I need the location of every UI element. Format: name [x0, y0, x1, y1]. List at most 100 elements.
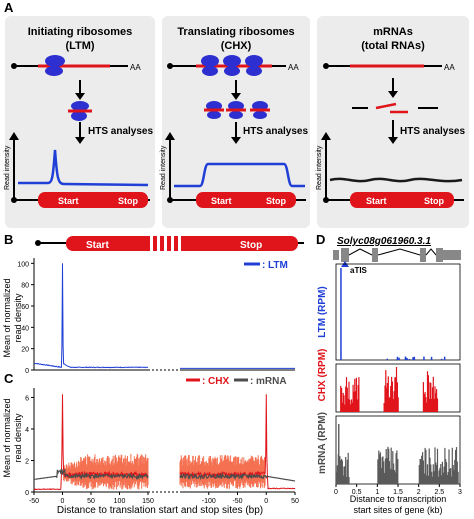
chart-d-chx-bar — [352, 384, 354, 412]
chart-d-chx-bar — [387, 376, 389, 412]
chart-d-chx-bar — [424, 392, 426, 412]
chart-d-mrna-bar — [378, 450, 380, 484]
chart-d-chx-bar — [433, 398, 435, 412]
chart-d-ltm-bar — [413, 356, 416, 360]
chart-d-chx-bar — [357, 385, 359, 412]
chart-d-mrna-bar — [393, 463, 395, 484]
chx-ribosome-1 — [201, 55, 219, 67]
panel-d-gene-name: Solyc08g061960.3.1 — [337, 236, 431, 247]
chart-d-ltm-bar — [440, 358, 443, 360]
chart-d-xtick-label: 3 — [458, 489, 462, 496]
chart-d-mrna-bar — [436, 448, 439, 484]
chart-d-chx-bar — [353, 391, 355, 412]
chart-d-chx-bar — [349, 399, 351, 412]
panel-a-column-ltm: Initiating ribosomes (LTM) AA HTS analys… — [4, 16, 155, 228]
chart-d-chx-bar — [355, 377, 357, 412]
chart-d-mrna-bar — [455, 450, 457, 484]
gene-gap-1 — [150, 236, 153, 251]
mrna-y-axis-label: Read intensity — [316, 145, 323, 190]
chart-d-mrna-bar — [395, 453, 397, 484]
gene-model-exon-4 — [420, 248, 426, 262]
gene-gap-5 — [178, 236, 181, 251]
ltm-poly-a: AA — [130, 63, 141, 72]
mrna-cap — [323, 63, 329, 69]
ltm-stop-label: Stop — [118, 196, 138, 206]
chart-d-xtick-label: 0 — [334, 489, 338, 496]
chart-d-ltm-bar — [396, 359, 399, 360]
chart-c-chx-band-left — [63, 453, 149, 490]
chart-d-mrna-bar — [339, 456, 341, 484]
chx-ribosome-2 — [223, 55, 241, 67]
chart-d-chx-bar — [386, 383, 388, 412]
ltm-x-axis-cap — [11, 197, 17, 203]
chart-d-mrna-bar — [442, 472, 444, 484]
gene-model-exon-5 — [436, 248, 443, 262]
chart-d-chx-bar — [422, 382, 424, 412]
chart-d-xtick-label: 2.5 — [434, 489, 444, 496]
panel-a-column-chx: Translating ribosomes (CHX) AA HTS analy… — [160, 16, 310, 228]
chart-d-mrna-bar — [341, 458, 343, 484]
chart-d-mrna-bar — [381, 457, 383, 484]
panel-b-ylabel-line1: Mean of normalized — [2, 278, 12, 357]
gene-cds-bar — [66, 236, 298, 251]
chx-fragment-3-small — [253, 111, 267, 119]
ltm-hts-label: HTS analyses — [88, 126, 153, 137]
gene-schematic: Start Stop — [35, 236, 304, 251]
ltm-ribosome-small — [45, 66, 63, 76]
chart-d-chx-bar — [344, 404, 346, 412]
chart-d-mrna-bar — [447, 472, 449, 484]
chart-d-mrna-bar — [450, 468, 452, 484]
chart-d-chx-bar — [345, 386, 347, 412]
chart-d-ltm-bar — [398, 357, 400, 360]
chart-d-mrna-bar — [388, 448, 390, 484]
chart-d-mrna-bar — [392, 451, 394, 484]
chart-d-chx-bar — [423, 394, 425, 412]
chart-d-mrna-bar — [453, 469, 455, 484]
panel-d-track-ltm-label: LTM (RPM) — [317, 286, 328, 337]
chart-c-xtick-label-left: -50 — [29, 498, 39, 505]
chx-title-line2: (CHX) — [221, 40, 252, 52]
chx-arrow-2-head — [231, 137, 241, 144]
chart-d-mrna-bar — [387, 446, 389, 484]
panel-a-letter: A — [4, 0, 14, 15]
chart-d-ltm-bar — [443, 356, 446, 360]
chart-d-chx-bar — [392, 399, 394, 412]
chart-d-mrna-bar — [421, 455, 423, 484]
chart-d-mrna-bar — [452, 465, 454, 484]
panel-c-xlabel: Distance to translation start and stop s… — [57, 505, 263, 516]
chart-d-mrna-bar — [444, 447, 446, 484]
chart-c-xtick-label-left: 50 — [87, 498, 95, 505]
chart-d-mrna-bar — [347, 452, 349, 484]
chart-d-mrna-bar — [433, 471, 435, 484]
chart-c-ytick-label: 0 — [25, 490, 29, 497]
mrna-x-axis-cap — [323, 197, 329, 203]
chart-d-chx-bar — [391, 381, 393, 412]
chart-d-mrna-bar — [389, 468, 391, 484]
chart-d-mrna-bar — [379, 454, 381, 484]
ltm-title-line1: Initiating ribosomes — [28, 26, 133, 38]
chart-d-mrna-bar — [345, 476, 348, 484]
panel-c-letter: C — [4, 371, 14, 386]
chx-hts-label: HTS analyses — [243, 126, 308, 137]
chart-d-mrna-bar — [456, 461, 458, 484]
chart-d-chx-bar — [428, 399, 430, 412]
gene-gap-3 — [164, 236, 167, 251]
chx-cap — [167, 63, 173, 69]
chart-d-chx-bar — [432, 376, 434, 412]
chx-start-label: Start — [211, 196, 232, 206]
chart-d-mrna-bar — [342, 475, 344, 484]
chart-d-chx-bar — [384, 385, 386, 412]
chx-y-axis-arrow — [165, 132, 175, 140]
ltm-fragment-ribosome — [71, 101, 89, 111]
chart-d-mrna-bar — [394, 472, 396, 484]
chart-d-chx-bar — [389, 396, 391, 412]
chart-d-mrna-bar — [426, 475, 428, 484]
chart-d-mrna-bar — [443, 466, 445, 484]
chart-d-chx-bar — [426, 402, 428, 412]
chart-d-mrna-bar — [457, 471, 459, 484]
chart-c-xtick-label-left: 0 — [61, 498, 65, 505]
panel-c-legend-mrna-colon: : — [250, 376, 253, 387]
panel-c-ylabel-line2: read density — [13, 413, 23, 463]
chart-d-mrna-bar — [396, 450, 398, 484]
chart-c-xtick-label-right: 50 — [291, 498, 299, 505]
